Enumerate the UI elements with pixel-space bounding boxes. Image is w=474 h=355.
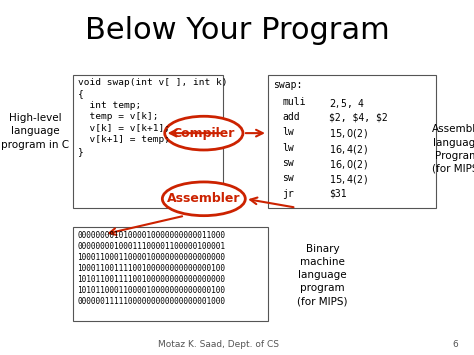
Text: muli: muli — [282, 97, 306, 107]
Text: $31: $31 — [329, 189, 347, 198]
Text: void swap(int v[ ], int k)
{
  int temp;
  temp = v[k];
  v[k] = v[k+1];
  v[k+1: void swap(int v[ ], int k) { int temp; t… — [78, 78, 228, 156]
Text: $15, 0($2): $15, 0($2) — [329, 127, 368, 141]
Text: High-level
language
program in C: High-level language program in C — [1, 113, 70, 149]
Text: Binary
machine
language
program
(for MIPS): Binary machine language program (for MIP… — [297, 244, 347, 306]
Text: $2, $4, $2: $2, $4, $2 — [329, 112, 388, 122]
Text: sw: sw — [282, 173, 294, 183]
Text: 6: 6 — [452, 340, 458, 349]
FancyBboxPatch shape — [73, 227, 268, 321]
Text: add: add — [282, 112, 300, 122]
Text: $16, 4($2): $16, 4($2) — [329, 143, 368, 156]
Ellipse shape — [164, 116, 243, 150]
Text: $16, 0($2): $16, 0($2) — [329, 158, 368, 171]
Ellipse shape — [162, 182, 246, 216]
Text: lw: lw — [282, 143, 294, 153]
Text: lw: lw — [282, 127, 294, 137]
Text: 00000000101000010000000000011000
00000000100011100001100000100001
10001100011000: 00000000101000010000000000011000 0000000… — [77, 231, 225, 306]
FancyBboxPatch shape — [73, 75, 223, 208]
Text: $15, 4($2): $15, 4($2) — [329, 173, 368, 186]
Text: jr: jr — [282, 189, 294, 198]
Text: Assembler: Assembler — [167, 192, 241, 205]
Text: Below Your Program: Below Your Program — [85, 16, 389, 45]
Text: Motaz K. Saad, Dept. of CS: Motaz K. Saad, Dept. of CS — [157, 340, 279, 349]
Text: swap:: swap: — [273, 80, 302, 90]
Text: Assembly
language
Program
(for MIPS): Assembly language Program (for MIPS) — [432, 124, 474, 174]
Text: Compiler: Compiler — [173, 127, 235, 140]
Text: sw: sw — [282, 158, 294, 168]
Text: $2, $5, 4: $2, $5, 4 — [329, 97, 365, 110]
FancyBboxPatch shape — [268, 75, 436, 208]
